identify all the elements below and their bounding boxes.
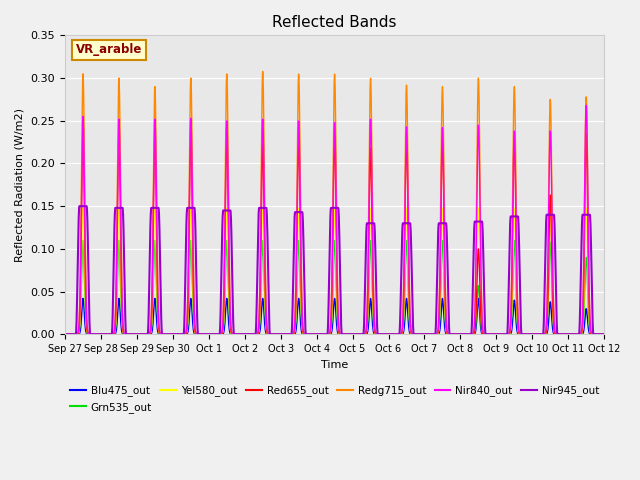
Red655_out — [155, 325, 163, 331]
Line: Red655_out: Red655_out — [65, 133, 604, 334]
X-axis label: Time: Time — [321, 360, 348, 370]
Red655_out — [123, 331, 131, 337]
Red655_out — [79, 131, 87, 136]
Nir945_out — [291, 209, 299, 215]
Grn535_out — [600, 331, 608, 337]
Blu475_out — [61, 331, 69, 337]
Redg715_out — [590, 331, 598, 337]
Line: Nir945_out: Nir945_out — [65, 206, 604, 334]
Blu475_out — [123, 331, 131, 337]
Y-axis label: Reflected Radiation (W/m2): Reflected Radiation (W/m2) — [15, 108, 25, 262]
Line: Yel580_out: Yel580_out — [65, 208, 604, 334]
Blu475_out — [291, 330, 299, 336]
Nir840_out — [532, 331, 540, 337]
Text: VR_arable: VR_arable — [76, 43, 142, 56]
Redg715_out — [123, 331, 131, 337]
Line: Grn535_out: Grn535_out — [65, 240, 604, 334]
Redg715_out — [259, 69, 267, 74]
Yel580_out — [155, 328, 163, 334]
Nir945_out — [76, 204, 83, 209]
Red655_out — [268, 331, 276, 337]
Nir945_out — [590, 331, 598, 337]
Grn535_out — [155, 329, 163, 335]
Line: Nir840_out: Nir840_out — [65, 106, 604, 334]
Blu475_out — [590, 331, 598, 337]
Nir840_out — [155, 314, 163, 320]
Blu475_out — [79, 296, 87, 301]
Redg715_out — [268, 331, 276, 337]
Yel580_out — [79, 205, 87, 211]
Redg715_out — [600, 331, 608, 337]
Nir945_out — [155, 206, 163, 212]
Nir945_out — [532, 331, 540, 337]
Yel580_out — [123, 331, 131, 337]
Nir840_out — [123, 331, 131, 337]
Legend: Blu475_out, Grn535_out, Yel580_out, Red655_out, Redg715_out, Nir840_out, Nir945_: Blu475_out, Grn535_out, Yel580_out, Red6… — [66, 381, 604, 417]
Red655_out — [291, 318, 299, 324]
Grn535_out — [61, 331, 69, 337]
Line: Blu475_out: Blu475_out — [65, 299, 604, 334]
Redg715_out — [291, 300, 299, 306]
Yel580_out — [291, 323, 299, 329]
Nir840_out — [291, 312, 299, 317]
Red655_out — [590, 331, 598, 337]
Nir945_out — [123, 331, 131, 337]
Red655_out — [532, 331, 540, 337]
Redg715_out — [532, 331, 540, 337]
Grn535_out — [532, 331, 540, 337]
Blu475_out — [532, 331, 540, 337]
Grn535_out — [268, 331, 276, 337]
Yel580_out — [268, 331, 276, 337]
Nir840_out — [268, 331, 276, 337]
Blu475_out — [600, 331, 608, 337]
Yel580_out — [590, 331, 598, 337]
Nir945_out — [600, 331, 608, 337]
Redg715_out — [61, 331, 69, 337]
Red655_out — [600, 331, 608, 337]
Grn535_out — [291, 325, 299, 331]
Nir945_out — [268, 331, 276, 337]
Nir840_out — [582, 103, 590, 108]
Red655_out — [61, 331, 69, 337]
Nir840_out — [590, 331, 598, 337]
Yel580_out — [600, 331, 608, 337]
Grn535_out — [79, 238, 87, 243]
Grn535_out — [590, 331, 598, 337]
Yel580_out — [61, 331, 69, 337]
Blu475_out — [268, 331, 276, 337]
Yel580_out — [532, 331, 540, 337]
Title: Reflected Bands: Reflected Bands — [273, 15, 397, 30]
Grn535_out — [123, 331, 131, 337]
Nir945_out — [61, 331, 69, 337]
Nir840_out — [61, 331, 69, 337]
Line: Redg715_out: Redg715_out — [65, 72, 604, 334]
Blu475_out — [155, 331, 163, 337]
Nir840_out — [600, 331, 608, 337]
Redg715_out — [155, 312, 163, 317]
